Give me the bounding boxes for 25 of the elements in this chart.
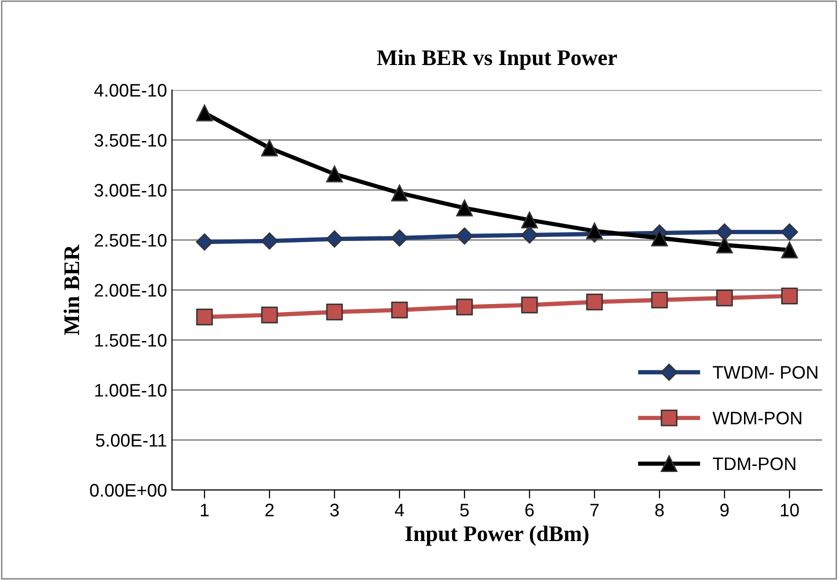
x-tick-label: 8 [655,504,664,516]
x-tick-label: 1 [200,504,209,516]
y-tick-label: 3.50E-10 [94,134,166,147]
x-axis-title: Input Power (dBm) [405,526,588,546]
legend-label: TDM-PON [712,457,796,470]
x-tick-label: 7 [590,504,599,516]
x-tick-label: 10 [780,504,799,516]
chart-title: Min BER vs Input Power [376,50,617,70]
y-tick-label: 1.00E-10 [95,384,166,397]
y-tick-label: 4.00E-10 [94,84,166,97]
y-tick-label: 5.00E-11 [96,434,166,447]
legend-label: TWDM- PON [712,366,818,379]
y-tick-label: 1.50E-10 [95,334,166,347]
y-tick-label: 3.00E-10 [94,184,166,197]
x-tick-label: 3 [330,504,339,516]
x-tick-label: 9 [720,504,729,516]
y-tick-label: 2.50E-10 [94,234,166,247]
y-tick-label: 0.00E+00 [90,484,166,497]
x-tick-label: 6 [525,504,534,516]
y-tick-label: 2.00E-10 [94,284,166,297]
legend-label: WDM-PON [712,412,802,424]
y-axis-title: Min BER [64,244,80,335]
x-tick-label: 2 [265,504,274,516]
x-tick-label: 4 [394,504,404,516]
x-tick-label: 5 [460,504,469,516]
